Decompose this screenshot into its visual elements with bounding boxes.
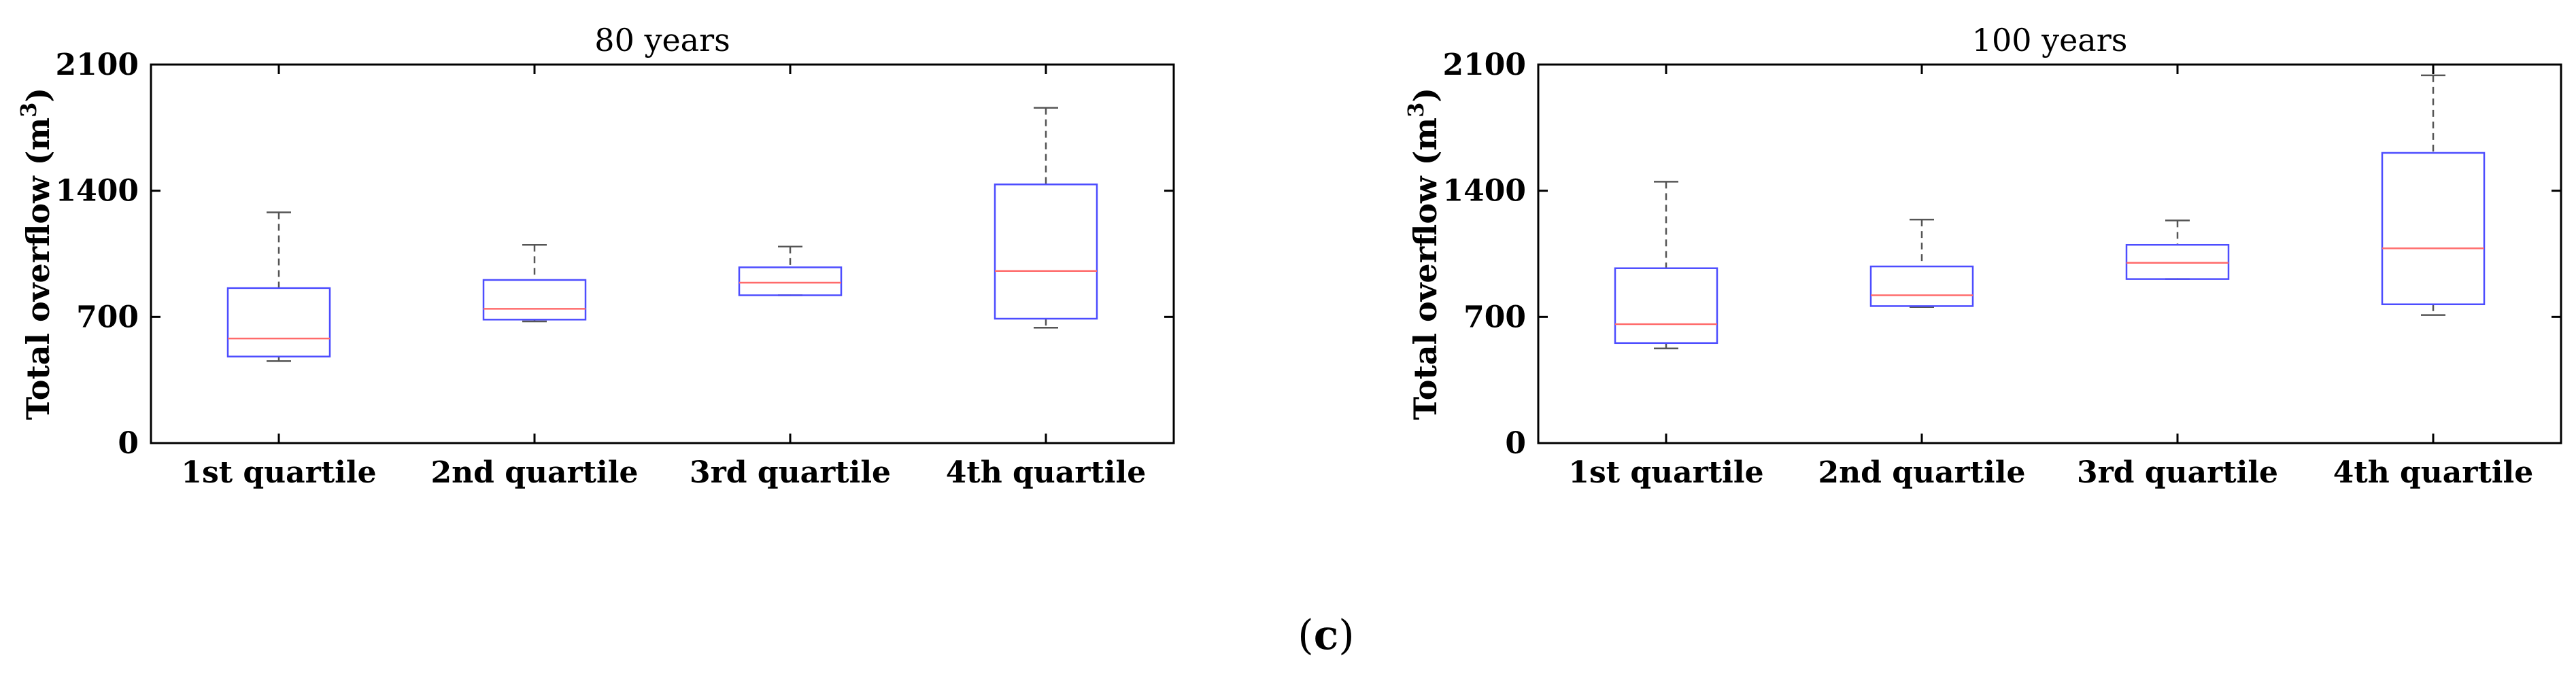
y-tick-label: 1400: [1443, 174, 1526, 209]
box-2: [1869, 218, 1974, 308]
y-axis-label-main: Total overflow (m: [1407, 118, 1444, 420]
y-axis-label-main: Total overflow (m: [20, 118, 56, 420]
x-tick-label: 3rd quartile: [690, 455, 891, 490]
x-tick-label: 3rd quartile: [2077, 455, 2278, 490]
iqr-box: [1869, 265, 1974, 307]
y-axis-label-superscript: 3: [1403, 103, 1429, 118]
box-1: [1614, 181, 1718, 349]
box-4: [994, 107, 1098, 329]
y-axis-label-superscript: 3: [16, 103, 41, 118]
chart-panel-100-years: 100 years 0 700 1400 2100 Total overflow (m3)…: [1403, 22, 2562, 490]
box-3: [738, 245, 843, 296]
box-2: [482, 243, 587, 323]
x-tick-label: 2nd quartile: [1818, 455, 2026, 490]
x-tick-label: 1st quartile: [1568, 455, 1763, 490]
y-axis-label-end: ): [20, 88, 56, 103]
y-tick-label: 2100: [56, 48, 139, 82]
chart-title: 80 years: [594, 22, 730, 58]
x-tick-label: 2nd quartile: [431, 455, 639, 490]
y-tick-label: 2100: [1443, 48, 1526, 82]
axes-frame: [1537, 63, 2562, 444]
box-3: [2125, 219, 2230, 280]
y-axis-label: Total overflow (m3): [16, 88, 56, 420]
iqr-box: [994, 183, 1098, 320]
x-tick-label: 1st quartile: [181, 455, 376, 490]
figure-label: (c): [1298, 612, 1354, 659]
iqr-box: [2381, 152, 2486, 306]
x-tick-label: 4th quartile: [946, 455, 1146, 490]
iqr-box: [738, 266, 843, 296]
x-tick-label: 4th quartile: [2333, 455, 2533, 490]
iqr-box: [1614, 267, 1718, 345]
box-1: [226, 211, 331, 362]
y-tick-label: 700: [76, 300, 139, 334]
y-tick-label: 1400: [56, 174, 139, 209]
y-tick-label: 700: [1463, 300, 1526, 334]
y-axis-label-end: ): [1407, 88, 1444, 103]
axes-frame: [150, 63, 1175, 444]
chart-title: 100 years: [1972, 22, 2128, 58]
y-tick-label: 0: [1505, 426, 1526, 461]
box-4: [2381, 74, 2486, 316]
iqr-box: [482, 279, 587, 321]
y-tick-label: 0: [118, 426, 139, 461]
iqr-box: [226, 287, 331, 357]
y-axis-label: Total overflow (m3): [1403, 88, 1444, 420]
iqr-box: [2125, 243, 2230, 280]
